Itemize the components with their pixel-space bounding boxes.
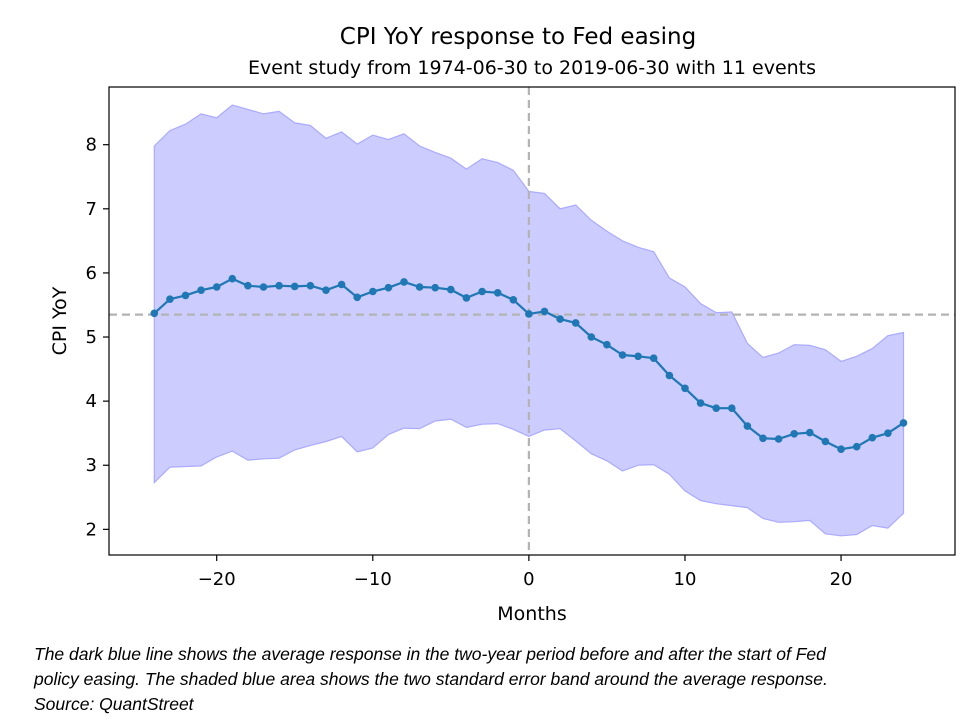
caption-line-2: policy easing. The shaded blue area show…: [34, 669, 828, 689]
data-point: [415, 283, 424, 291]
caption-source: Source: QuantStreet: [34, 694, 194, 714]
data-point: [431, 283, 440, 292]
data-point: [571, 319, 580, 327]
data-point: [275, 281, 283, 290]
data-point: [618, 351, 627, 359]
axes-frame: [108, 86, 956, 556]
x-tick-label: 10: [674, 569, 697, 590]
data-point: [556, 315, 564, 323]
data-point: [150, 309, 159, 318]
y-tick-label: 8: [86, 135, 97, 156]
data-point: [774, 435, 783, 443]
data-point: [166, 295, 174, 304]
data-point: [884, 429, 892, 438]
chart-caption: The dark blue line shows the average res…: [34, 642, 954, 717]
data-point: [322, 286, 330, 295]
data-point: [806, 428, 814, 437]
x-tick-label: 0: [523, 569, 534, 590]
data-point: [259, 283, 268, 291]
data-point: [447, 285, 455, 294]
data-point: [743, 422, 752, 430]
x-tick-label: 20: [830, 569, 853, 590]
data-point: [353, 293, 362, 302]
data-point: [337, 280, 346, 289]
data-point: [369, 287, 377, 296]
data-point: [899, 419, 908, 427]
data-point: [696, 399, 705, 407]
data-point: [540, 307, 549, 316]
y-tick-label: 4: [86, 391, 97, 412]
data-point: [790, 430, 798, 438]
data-point: [587, 333, 596, 341]
y-tick-label: 7: [86, 199, 97, 220]
data-point: [400, 278, 408, 286]
data-point: [478, 287, 486, 296]
data-point: [837, 445, 845, 454]
axes: −20 −10 0 10 20 2 3 4 5 6 7 8: [86, 135, 853, 590]
x-axis-label: Months: [497, 603, 566, 625]
data-point: [634, 352, 642, 361]
data-point: [493, 289, 502, 297]
data-point: [759, 434, 767, 443]
chart-subtitle: Event study from 1974-06-30 to 2019-06-3…: [248, 57, 816, 79]
data-point: [852, 442, 861, 451]
y-tick-label: 5: [86, 327, 97, 348]
y-axis-label: CPI YoY: [49, 286, 71, 355]
data-point: [306, 281, 315, 290]
data-point: [821, 437, 830, 446]
data-point: [290, 282, 299, 291]
data-point: [462, 294, 471, 302]
data-point: [712, 404, 720, 413]
y-tick-label: 3: [86, 455, 97, 476]
standard-error-band: [153, 104, 905, 537]
data-point: [197, 286, 205, 295]
data-point: [228, 274, 237, 283]
data-point: [212, 283, 221, 291]
data-point: [728, 404, 736, 413]
chart-title: CPI YoY response to Fed easing: [340, 24, 696, 50]
data-point: [649, 354, 658, 363]
data-point: [603, 340, 611, 349]
data-point: [868, 433, 877, 442]
x-tick-label: −20: [198, 569, 236, 590]
plot-area: [109, 87, 955, 555]
data-point: [509, 296, 518, 304]
data-point: [681, 384, 689, 393]
x-tick-label: −10: [354, 569, 392, 590]
caption-line-1: The dark blue line shows the average res…: [34, 644, 826, 664]
data-point: [244, 281, 252, 290]
data-point: [181, 291, 190, 300]
y-tick-label: 6: [86, 263, 97, 284]
data-point: [525, 310, 533, 318]
cpi-event-study-chart: CPI YoY response to Fed easing Event stu…: [49, 24, 956, 625]
y-tick-label: 2: [86, 519, 97, 540]
data-point: [384, 283, 393, 292]
data-point: [665, 371, 674, 380]
